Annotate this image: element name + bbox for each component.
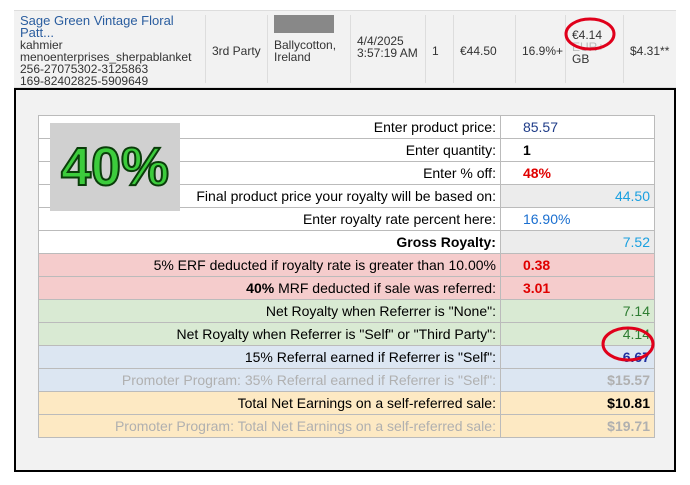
row-label: Net Royalty when Referrer is "None": bbox=[265, 303, 496, 319]
calc-row: 5% ERF deducted if royalty rate is great… bbox=[38, 253, 656, 277]
row-label: Gross Royalty: bbox=[396, 234, 496, 250]
order-row: Sage Green Vintage Floral Patt... kahmie… bbox=[14, 10, 676, 88]
price: €44.50 bbox=[460, 44, 497, 58]
calc-row: Total Net Earnings on a self-referred sa… bbox=[38, 391, 656, 415]
row-label-cell: Net Royalty when Referrer is "Self" or "… bbox=[38, 322, 501, 346]
row-label-cell: 40% MRF deducted if sale was referred: bbox=[38, 276, 501, 300]
quantity: 1 bbox=[432, 44, 439, 58]
row-label-cell: Enter royalty rate percent here: bbox=[38, 207, 501, 231]
row-label: Promoter Program: Total Net Earnings on … bbox=[114, 418, 496, 434]
calc-row: Gross Royalty: 7.52 bbox=[38, 230, 656, 254]
label-bold: 40% bbox=[246, 280, 275, 296]
row-label: Net Royalty when Referrer is "Self" or "… bbox=[176, 326, 496, 342]
calc-row: Net Royalty when Referrer is "Self" or "… bbox=[38, 322, 656, 346]
row-label: 5% ERF deducted if royalty rate is great… bbox=[153, 257, 496, 273]
row-value: 48% bbox=[499, 161, 656, 185]
price-cell: €44.50 bbox=[453, 15, 515, 83]
row-value: 85.57 bbox=[499, 115, 656, 139]
date: 4/4/2025 3:57:19 AM bbox=[357, 34, 418, 60]
row-label: Final product price your royalty will be… bbox=[196, 188, 496, 204]
calc-row: Enter royalty rate percent here: 16.90% bbox=[38, 207, 656, 231]
product-line: kahmier bbox=[20, 38, 63, 52]
row-label-cell: Net Royalty when Referrer is "None": bbox=[38, 299, 501, 323]
date-cell: 4/4/2025 3:57:19 AM bbox=[350, 15, 425, 83]
product-cell: Sage Green Vintage Floral Patt... kahmie… bbox=[14, 13, 205, 87]
royalty-market: GB bbox=[572, 52, 590, 66]
row-value: 1 bbox=[499, 138, 656, 162]
row-label: Total Net Earnings on a self-referred sa… bbox=[237, 395, 496, 411]
product-line: menoenterprises_sherpablanket bbox=[20, 50, 192, 64]
row-value: 16.90% bbox=[499, 207, 656, 231]
badge: 40% bbox=[50, 123, 180, 211]
row-label: 15% Referral earned if Referrer is "Self… bbox=[244, 349, 496, 365]
referrer-cell: 3rd Party bbox=[205, 15, 267, 83]
row-label-cell: Total Net Earnings on a self-referred sa… bbox=[38, 391, 501, 415]
calc-row: 40% MRF deducted if sale was referred: 3.… bbox=[38, 276, 656, 300]
row-label-cell: Gross Royalty: bbox=[38, 230, 501, 254]
row-value: 4.14 bbox=[499, 322, 656, 346]
rate-cell: 16.9%+ bbox=[515, 15, 565, 83]
calc-row: 15% Referral earned if Referrer is "Self… bbox=[38, 345, 656, 369]
row-value: $19.71 bbox=[499, 414, 656, 438]
calc-row: Promoter Program: 35% Referral earned if… bbox=[38, 368, 656, 392]
location-cell: Ballycotton, Ireland bbox=[267, 15, 350, 83]
row-label-cell: Promoter Program: 35% Referral earned if… bbox=[38, 368, 501, 392]
row-value: 7.52 bbox=[499, 230, 656, 254]
row-label: Enter product price: bbox=[373, 119, 496, 135]
product-line: 169-82402825-5909649 bbox=[20, 74, 149, 88]
row-label: Promoter Program: 35% Referral earned if… bbox=[121, 372, 496, 388]
location: Ballycotton, Ireland bbox=[274, 38, 337, 64]
row-value: 3.01 bbox=[499, 276, 656, 300]
royalty-usd: $4.31** bbox=[630, 44, 670, 58]
product-link[interactable]: Sage Green Vintage Floral Patt... bbox=[20, 13, 174, 40]
product-line: 256-27075302-3125863 bbox=[20, 62, 149, 76]
row-value: 6.67 bbox=[499, 345, 656, 369]
quantity-cell: 1 bbox=[425, 15, 453, 83]
row-value: $10.81 bbox=[499, 391, 656, 415]
royalty-usd-cell: $4.31** bbox=[623, 15, 676, 83]
row-value: 7.14 bbox=[499, 299, 656, 323]
calc-row: Net Royalty when Referrer is "None": 7.14 bbox=[38, 299, 656, 323]
referrer: 3rd Party bbox=[212, 44, 261, 58]
row-value: 0.38 bbox=[499, 253, 656, 277]
row-label: Enter royalty rate percent here: bbox=[302, 211, 496, 227]
row-label-cell: 5% ERF deducted if royalty rate is great… bbox=[38, 253, 501, 277]
redacted bbox=[274, 15, 334, 33]
rate: 16.9%+ bbox=[522, 44, 564, 58]
royalty-cell: €4.14 EUR+ GB bbox=[565, 15, 623, 83]
row-label-cell: Promoter Program: Total Net Earnings on … bbox=[38, 414, 501, 438]
row-label-cell: 15% Referral earned if Referrer is "Self… bbox=[38, 345, 501, 369]
row-label: Enter % off: bbox=[423, 165, 496, 181]
row-value: $15.57 bbox=[499, 368, 656, 392]
row-label: Enter quantity: bbox=[405, 142, 496, 158]
row-label: MRF deducted if sale was referred: bbox=[278, 280, 496, 296]
row-value: 44.50 bbox=[499, 184, 656, 208]
calc-row: Promoter Program: Total Net Earnings on … bbox=[38, 414, 656, 438]
